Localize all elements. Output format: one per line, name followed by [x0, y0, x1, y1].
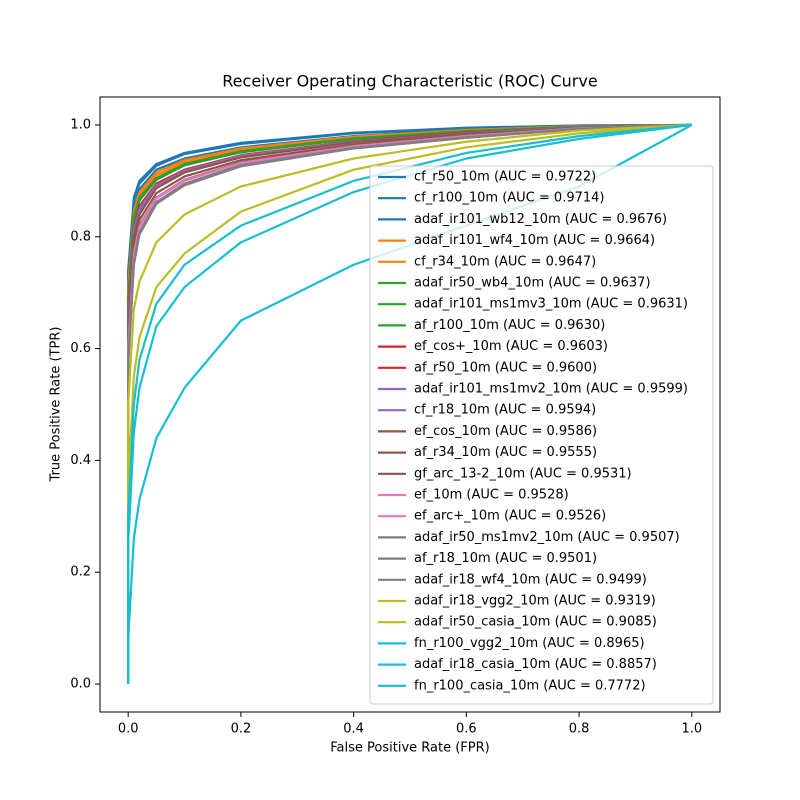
- chart-title: Receiver Operating Characteristic (ROC) …: [222, 72, 597, 91]
- legend-label: adaf_ir101_wf4_10m (AUC = 0.9664): [414, 233, 655, 248]
- legend-label: cf_r100_10m (AUC = 0.9714): [414, 191, 605, 206]
- legend-label: fn_r100_vgg2_10m (AUC = 0.8965): [414, 636, 645, 651]
- y-tick-label: 0.6: [70, 341, 91, 356]
- legend-label: adaf_ir101_wb12_10m (AUC = 0.9676): [414, 212, 667, 227]
- roc-line: [127, 123, 692, 685]
- legend-label: adaf_ir18_casia_10m (AUC = 0.8857): [414, 657, 657, 672]
- legend-label: cf_r34_10m (AUC = 0.9647): [414, 254, 596, 269]
- roc-line: [127, 123, 692, 685]
- legend-label: adaf_ir18_vgg2_10m (AUC = 0.9319): [414, 594, 656, 609]
- legend-label: ef_cos_10m (AUC = 0.9586): [414, 424, 597, 439]
- legend-label: adaf_ir50_ms1mv2_10m (AUC = 0.9507): [414, 530, 680, 545]
- roc-line: [127, 123, 692, 685]
- x-tick-label: 1.0: [681, 722, 702, 737]
- legend: cf_r50_10m (AUC = 0.9722) cf_r100_10m (AU…: [369, 165, 714, 705]
- legend-label: af_r100_10m (AUC = 0.9630): [414, 318, 605, 333]
- legend-label: gf_arc_13-2_10m (AUC = 0.9531): [414, 466, 632, 481]
- x-tick-label: 0.0: [118, 722, 139, 737]
- y-tick-label: 1.0: [70, 117, 91, 132]
- legend-label: af_r18_10m (AUC = 0.9501): [414, 551, 597, 566]
- legend-label: fn_r100_casia_10m (AUC = 0.7772): [414, 678, 646, 693]
- y-axis-label: True Positive Rate (TPR): [49, 327, 64, 483]
- legend-label: cf_r50_10m (AUC = 0.9722): [414, 170, 596, 185]
- x-tick-label: 0.6: [456, 722, 477, 737]
- y-tick-label: 0.8: [70, 229, 91, 244]
- legend-label: adaf_ir50_casia_10m (AUC = 0.9085): [414, 615, 657, 630]
- legend-label: adaf_ir50_wb4_10m (AUC = 0.9637): [414, 276, 651, 291]
- legend-label: ef_arc+_10m (AUC = 0.9526): [414, 509, 606, 524]
- x-axis-label: False Positive Rate (FPR): [330, 741, 489, 756]
- legend-box: [369, 165, 714, 705]
- legend-label: adaf_ir101_ms1mv2_10m (AUC = 0.9599): [414, 382, 688, 397]
- y-tick-label: 0.4: [70, 453, 91, 468]
- x-tick-label: 0.4: [343, 722, 364, 737]
- legend-label: ef_cos+_10m (AUC = 0.9603): [414, 339, 608, 354]
- legend-label: cf_r18_10m (AUC = 0.9594): [414, 403, 596, 418]
- roc-line: [127, 123, 692, 685]
- legend-label: adaf_ir101_ms1mv3_10m (AUC = 0.9631): [414, 297, 688, 312]
- y-tick-label: 0.0: [70, 677, 91, 692]
- legend-label: ef_10m (AUC = 0.9528): [414, 488, 569, 503]
- legend-label: af_r34_10m (AUC = 0.9555): [414, 445, 597, 460]
- legend-label: af_r50_10m (AUC = 0.9600): [414, 360, 597, 375]
- legend-label: adaf_ir18_wf4_10m (AUC = 0.9499): [414, 572, 647, 587]
- roc-line: [127, 123, 692, 685]
- x-tick-label: 0.8: [569, 722, 590, 737]
- axes-frame: [99, 96, 721, 713]
- y-tick-label: 0.2: [70, 565, 91, 580]
- x-tick-label: 0.2: [231, 722, 252, 737]
